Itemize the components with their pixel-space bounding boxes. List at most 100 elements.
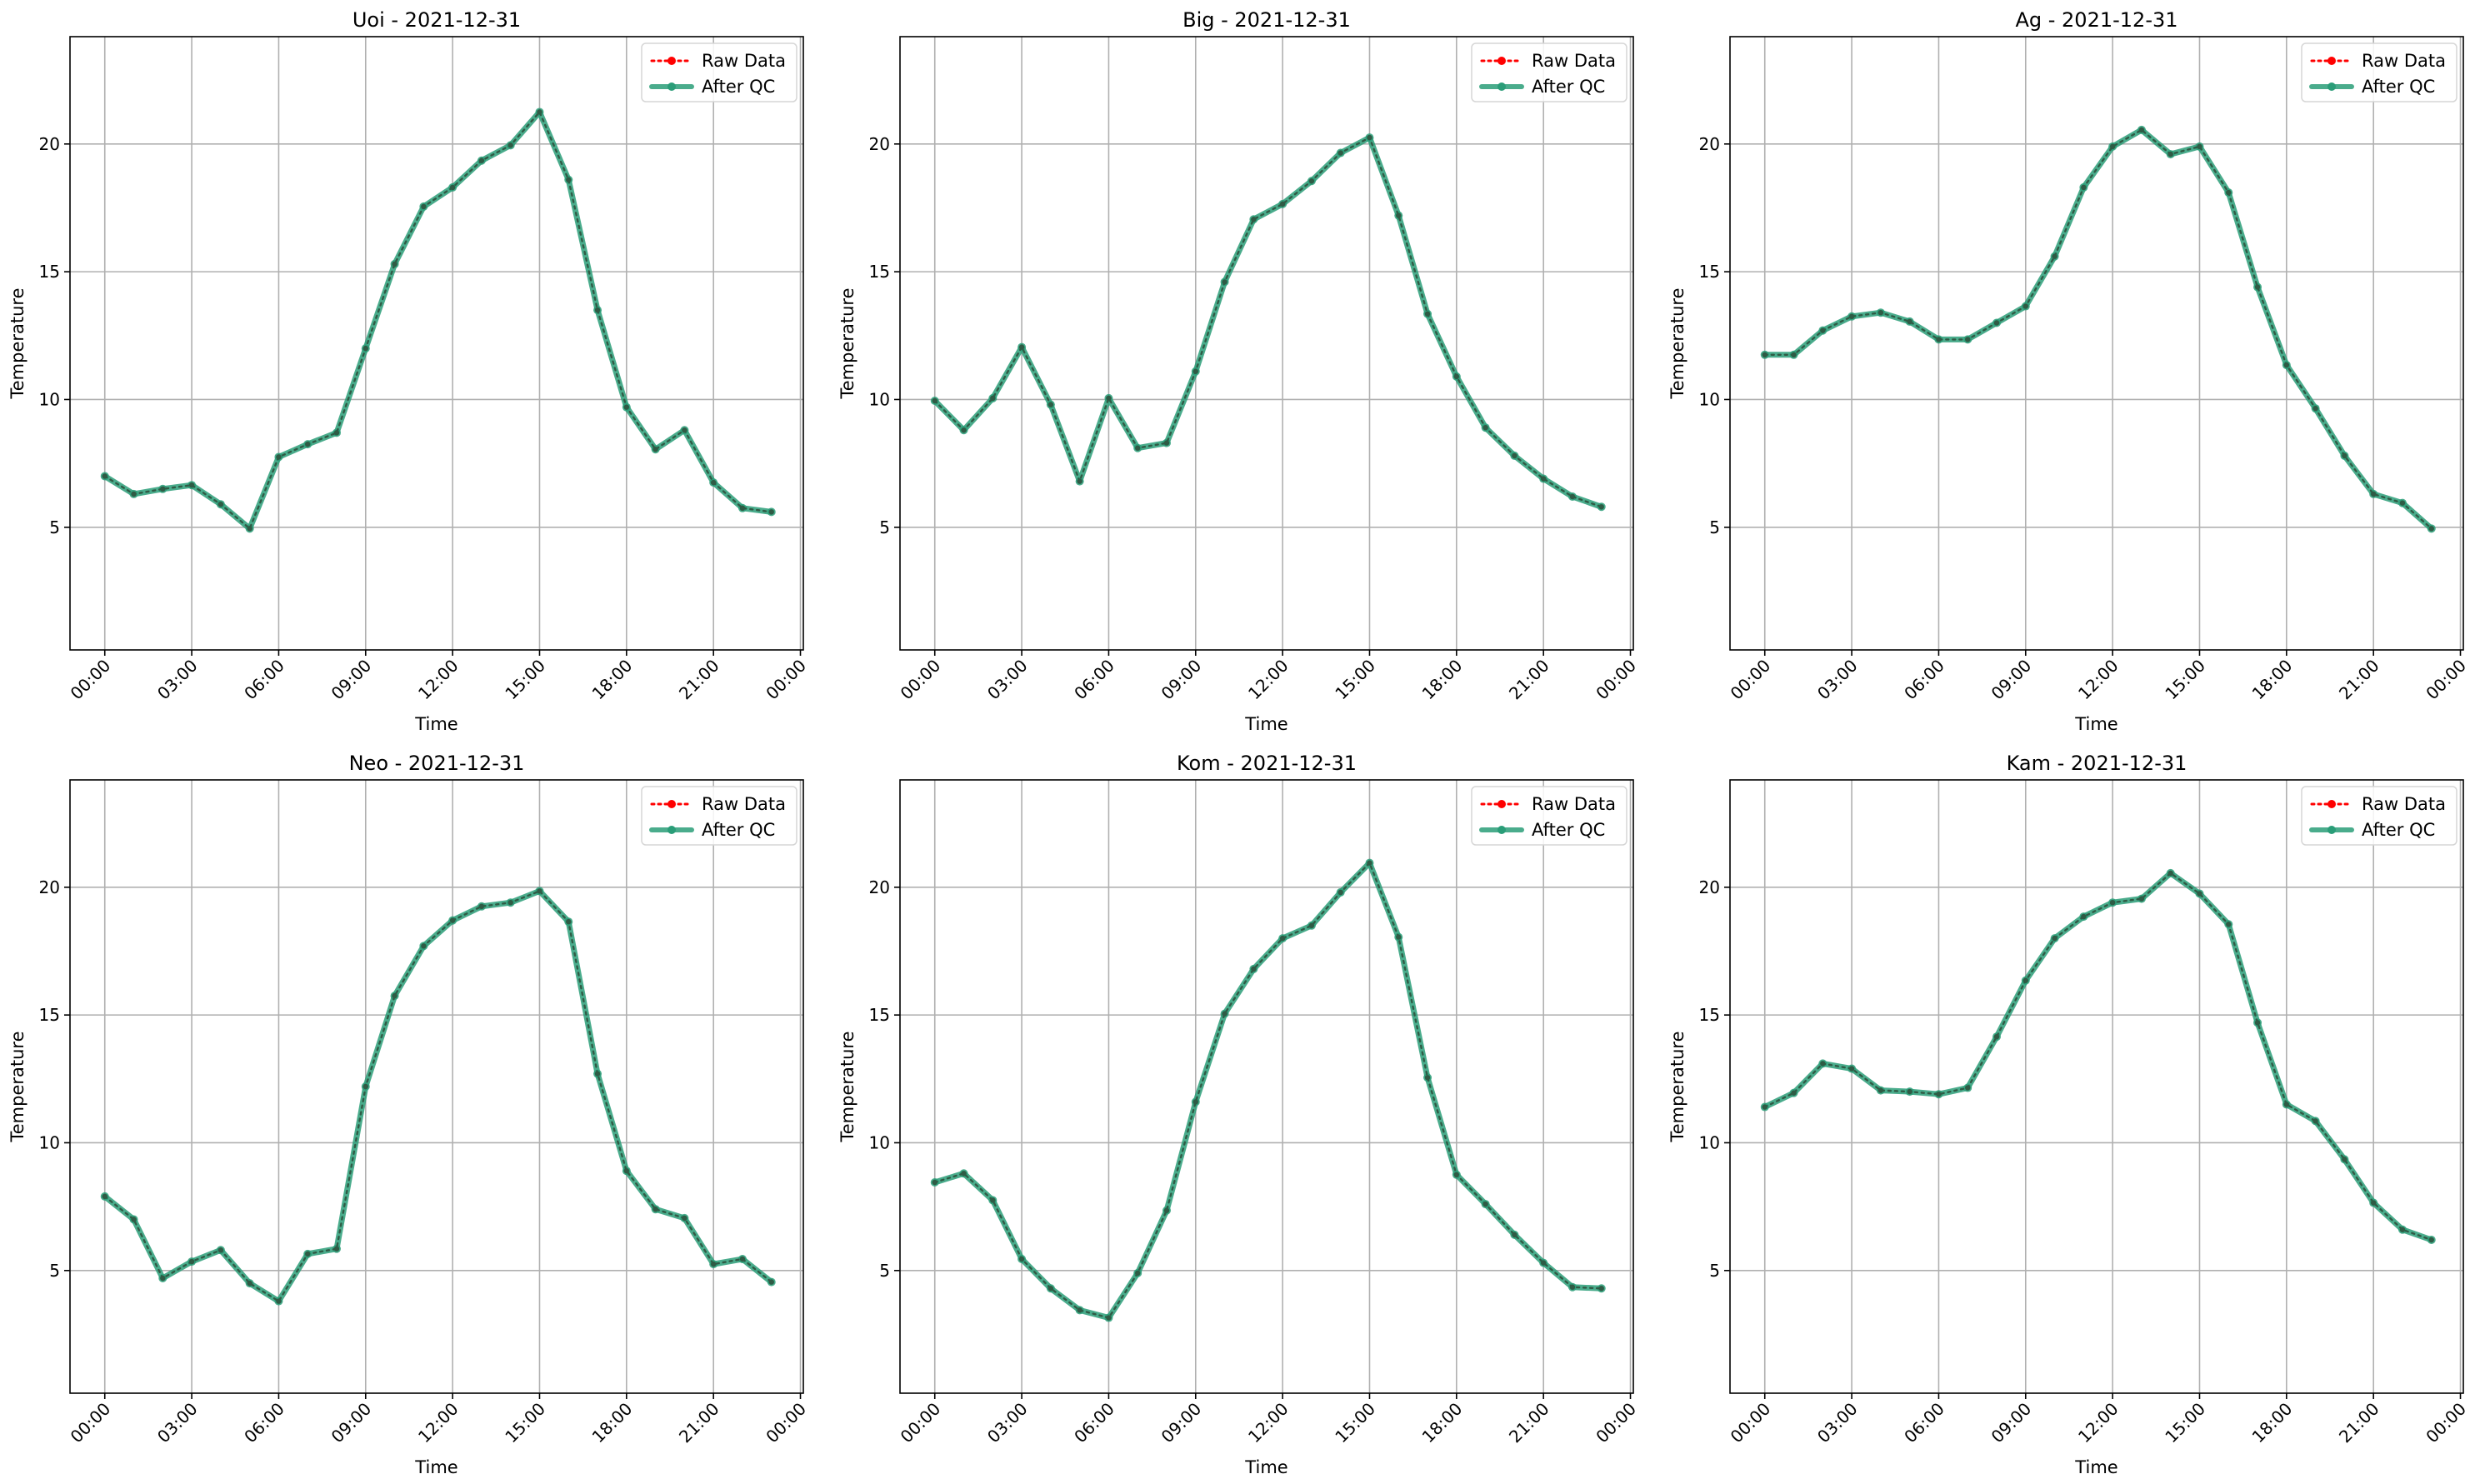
point-raw-data xyxy=(247,526,252,532)
x-tick-label: 06:00 xyxy=(1070,1399,1118,1447)
x-tick-label: 00:00 xyxy=(1727,656,1775,704)
y-tick-label: 15 xyxy=(869,262,890,282)
point-raw-data xyxy=(333,430,340,436)
point-raw-data xyxy=(1878,1087,1884,1093)
point-raw-data xyxy=(739,505,746,511)
series-line-raw-data xyxy=(103,110,772,531)
series-line-after-qc xyxy=(102,887,775,1305)
point-raw-data xyxy=(160,1275,166,1282)
point-raw-data xyxy=(1338,150,1343,156)
point-raw-data xyxy=(478,903,485,910)
point-raw-data xyxy=(1308,922,1315,929)
point-raw-data xyxy=(1791,1090,1797,1096)
point-raw-data xyxy=(2081,184,2087,191)
legend: Raw Data After QC xyxy=(2301,42,2458,102)
point-raw-data xyxy=(2022,977,2028,983)
legend-marker-after-qc xyxy=(668,826,676,834)
x-tick-label: 18:00 xyxy=(1418,1399,1467,1447)
point-raw-data xyxy=(1338,889,1343,896)
point-raw-data xyxy=(305,1251,311,1257)
legend: Raw Data After QC xyxy=(1471,42,1628,102)
point-raw-data xyxy=(710,479,717,486)
point-raw-data xyxy=(1077,1307,1082,1313)
point-raw-data xyxy=(1367,860,1372,866)
y-tick-label: 20 xyxy=(1699,877,1720,897)
legend-label-raw-data: Raw Data xyxy=(1532,51,1616,71)
series-line-after-qc xyxy=(1762,870,2435,1243)
legend-label-after-qc: After QC xyxy=(1532,820,1605,840)
panel-1: 00:00 03:00 06:00 09:00 12:00 15:00 18:00 21:00… xyxy=(838,8,1640,734)
point-raw-data xyxy=(1163,1207,1170,1213)
point-raw-data xyxy=(1907,1088,1912,1095)
point-raw-data xyxy=(1192,368,1198,374)
series-line-raw-data xyxy=(933,861,1602,1319)
point-raw-data xyxy=(1367,134,1372,141)
legend-label-raw-data: Raw Data xyxy=(2362,794,2446,814)
legend-marker-raw-data xyxy=(1498,57,1506,65)
series-line-raw-data xyxy=(933,136,1602,508)
series-line-raw-data xyxy=(1763,872,2432,1242)
series-line-raw-data xyxy=(1763,128,2432,530)
y-tick-label: 10 xyxy=(39,389,60,409)
legend-marker-after-qc xyxy=(668,82,676,91)
grid xyxy=(70,37,803,650)
point-raw-data xyxy=(1540,1260,1547,1266)
point-raw-data xyxy=(932,397,938,404)
point-raw-data xyxy=(961,427,967,433)
point-raw-data xyxy=(2138,896,2145,902)
y-axis-label: Temperature xyxy=(838,287,858,399)
point-raw-data xyxy=(1482,425,1488,431)
x-axis-label: Time xyxy=(2074,714,2118,734)
point-raw-data xyxy=(932,1179,938,1186)
chart-title: Big - 2021-12-31 xyxy=(1182,8,1351,32)
x-tick-label: 06:00 xyxy=(240,1399,288,1447)
point-raw-data xyxy=(1077,478,1082,484)
series-line-after-qc xyxy=(932,134,1605,510)
x-tick-label: 03:00 xyxy=(983,1399,1032,1447)
x-tick-label: 12:00 xyxy=(2074,656,2122,704)
point-raw-data xyxy=(218,1247,224,1253)
point-raw-data xyxy=(682,427,688,433)
point-raw-data xyxy=(2312,406,2318,412)
point-raw-data xyxy=(392,992,398,999)
point-raw-data xyxy=(1907,318,1912,325)
point-raw-data xyxy=(1791,352,1797,357)
plot-frame xyxy=(69,779,804,1394)
point-raw-data xyxy=(2370,1200,2377,1206)
point-raw-data xyxy=(276,454,282,460)
point-raw-data xyxy=(710,1261,717,1267)
point-raw-data xyxy=(392,261,398,267)
point-raw-data xyxy=(1279,201,1286,207)
x-tick-label: 03:00 xyxy=(153,1399,202,1447)
x-tick-label: 15:00 xyxy=(501,656,549,704)
point-raw-data xyxy=(1396,934,1402,940)
x-tick-label: 12:00 xyxy=(2074,1399,2122,1447)
point-raw-data xyxy=(1820,1061,1826,1067)
point-raw-data xyxy=(1569,493,1576,500)
point-raw-data xyxy=(2342,1157,2348,1162)
y-tick-label: 15 xyxy=(1699,262,1720,282)
point-raw-data xyxy=(1106,395,1112,402)
point-raw-data xyxy=(1424,311,1431,317)
y-tick-label: 20 xyxy=(1699,134,1720,154)
x-tick-label: 12:00 xyxy=(414,1399,462,1447)
point-raw-data xyxy=(1993,1034,2000,1040)
y-tick-label: 5 xyxy=(49,517,60,537)
y-tick-label: 10 xyxy=(869,1132,890,1152)
point-raw-data xyxy=(1936,1092,1942,1097)
point-raw-data xyxy=(1936,337,1942,342)
point-raw-data xyxy=(2226,922,2232,927)
point-raw-data xyxy=(682,1215,688,1222)
x-tick-label: 18:00 xyxy=(1418,656,1467,704)
point-raw-data xyxy=(2428,526,2434,532)
x-tick-label: 00:00 xyxy=(1592,656,1640,704)
point-raw-data xyxy=(2197,143,2202,150)
point-raw-data xyxy=(1993,320,2000,326)
chart-title: Uoi - 2021-12-31 xyxy=(352,8,521,32)
x-tick-label: 00:00 xyxy=(67,1399,115,1447)
legend-marker-raw-data xyxy=(2328,800,2336,808)
point-raw-data xyxy=(739,1256,746,1262)
point-raw-data xyxy=(2283,1102,2290,1107)
grid xyxy=(1730,37,2463,650)
y-axis-label: Temperature xyxy=(8,1031,28,1142)
